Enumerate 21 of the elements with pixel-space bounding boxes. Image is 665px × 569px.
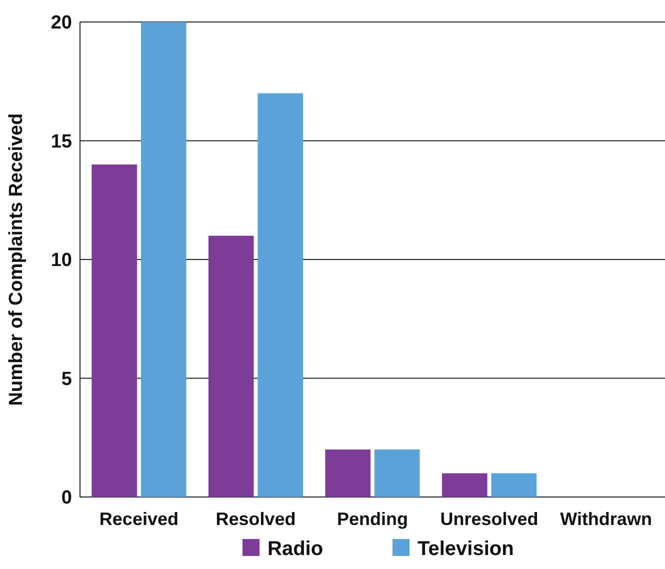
bar — [325, 450, 371, 497]
bar — [140, 22, 186, 497]
y-axis-title: Number of Complaints Received — [6, 113, 27, 406]
bar — [258, 93, 304, 497]
bar — [442, 473, 488, 497]
x-tick-label: Pending — [337, 509, 408, 529]
y-tick-label: 20 — [50, 12, 72, 34]
legend-label: Television — [418, 538, 514, 560]
bar — [92, 164, 137, 497]
x-tick-label: Unresolved — [440, 509, 538, 529]
legend-label: Radio — [268, 538, 324, 560]
x-tick-label: Received — [99, 509, 178, 529]
y-tick-label: 10 — [50, 250, 72, 272]
x-tick-label: Resolved — [216, 509, 296, 529]
bar — [208, 236, 254, 497]
y-tick-label: 5 — [61, 368, 72, 390]
x-tick-label: Withdrawn — [560, 509, 652, 529]
y-tick-label: 15 — [50, 131, 72, 152]
y-tick-label: 0 — [61, 488, 72, 509]
bar — [374, 450, 420, 497]
bar — [491, 473, 537, 497]
